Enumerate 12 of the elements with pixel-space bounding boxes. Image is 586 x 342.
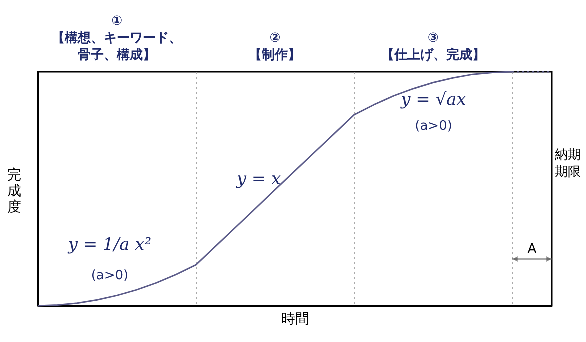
annotation: y = √ax: [400, 90, 467, 110]
x-axis-title: 時間: [282, 312, 310, 328]
text: ①【構想、キーワード、骨子、構成】: [52, 14, 182, 63]
annotation: y = 1/a x²: [67, 235, 152, 256]
text: ③【仕上げ、完成】: [381, 31, 486, 63]
y-axis-title: 完成度: [8, 168, 22, 216]
annotation: (a>0): [91, 268, 129, 284]
text: 納期期限: [555, 148, 581, 180]
text: ②【制作】: [249, 31, 302, 63]
annotation: y = x: [236, 170, 282, 190]
annotation: (a>0): [415, 118, 452, 134]
annotation: A: [528, 242, 537, 258]
